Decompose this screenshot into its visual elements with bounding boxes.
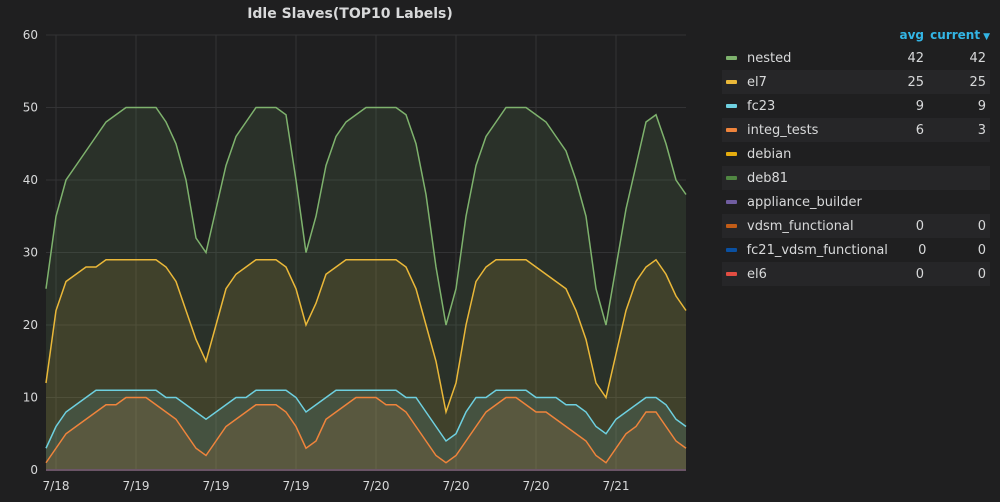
legend-item-name[interactable]: debian [747, 146, 792, 162]
legend-item-current: 25 [969, 74, 986, 90]
legend-item-current: 0 [977, 218, 986, 234]
legend-item-avg: 0 [915, 266, 924, 282]
legend-swatch-icon[interactable] [726, 104, 737, 108]
legend-item-nested[interactable]: nested 42 42 [722, 46, 990, 70]
legend-item-integ-tests[interactable]: integ_tests 6 3 [722, 118, 990, 142]
legend-item-avg: 9 [915, 98, 924, 114]
legend-item-name[interactable]: fc21_vdsm_functional [746, 242, 888, 258]
legend-item-avg: 42 [907, 50, 924, 66]
y-tick-label: 60 [23, 28, 38, 42]
legend-item-avg: 6 [915, 122, 924, 138]
x-tick-label: 7/21 [603, 479, 630, 493]
legend-header: avg current ▼ [722, 24, 990, 46]
legend-current-label: current [930, 28, 981, 42]
y-tick-label: 20 [23, 318, 38, 332]
x-tick-label: 7/19 [203, 479, 230, 493]
legend-swatch-icon[interactable] [726, 80, 737, 84]
legend-swatch-icon[interactable] [726, 128, 737, 132]
y-tick-label: 50 [23, 101, 38, 115]
series-area-fc23 [46, 390, 686, 470]
legend-item-avg: 0 [918, 242, 927, 258]
legend-swatch-icon[interactable] [726, 224, 737, 228]
x-tick-label: 7/20 [523, 479, 550, 493]
legend-item-name[interactable]: el7 [747, 74, 767, 90]
legend-item-debian[interactable]: debian [722, 142, 990, 166]
legend-avg-header[interactable]: avg [899, 28, 924, 42]
series-line-nested [45, 106, 687, 326]
legend-item-el6[interactable]: el6 0 0 [722, 262, 990, 286]
series-line-fc23 [45, 389, 687, 449]
y-tick-label: 30 [23, 246, 38, 260]
legend-item-name[interactable]: appliance_builder [747, 194, 862, 210]
y-tick-label: 0 [30, 463, 38, 477]
legend-swatch-icon[interactable] [726, 176, 737, 180]
legend-item-vdsm-functional[interactable]: vdsm_functional 0 0 [722, 214, 990, 238]
legend-item-fc21-vdsm-functional[interactable]: fc21_vdsm_functional 0 0 [722, 238, 990, 262]
legend-item-name[interactable]: nested [747, 50, 792, 66]
legend-swatch-icon[interactable] [726, 200, 737, 204]
x-tick-label: 7/20 [363, 479, 390, 493]
legend-item-avg: 0 [915, 218, 924, 234]
legend-item-fc23[interactable]: fc23 9 9 [722, 94, 990, 118]
y-tick-label: 10 [23, 391, 38, 405]
legend-item-appliance-builder[interactable]: appliance_builder [722, 190, 990, 214]
legend-swatch-icon[interactable] [726, 56, 737, 60]
series-line-integ-tests [45, 396, 687, 464]
legend-item-current: 9 [977, 98, 986, 114]
sort-caret-icon: ▼ [983, 32, 990, 42]
series-area-nested [46, 107, 686, 470]
series-line-el7 [45, 258, 687, 415]
legend-item-name[interactable]: el6 [747, 266, 767, 282]
legend-item-current: 42 [969, 50, 986, 66]
legend-item-current: 0 [977, 266, 986, 282]
x-tick-label: 7/18 [43, 479, 70, 493]
legend-item-avg: 25 [907, 74, 924, 90]
legend-swatch-icon[interactable] [726, 272, 737, 276]
legend-swatch-icon[interactable] [726, 248, 737, 252]
legend-item-name[interactable]: fc23 [747, 98, 776, 114]
x-tick-label: 7/20 [443, 479, 470, 493]
series-area-integ-tests [46, 397, 686, 470]
legend: avg current ▼ nested 42 42 el7 25 25 fc23 9 9 inte… [722, 24, 990, 286]
legend-item-current: 0 [977, 242, 986, 258]
legend-current-header[interactable]: current ▼ [924, 28, 990, 42]
legend-item-name[interactable]: deb81 [747, 170, 789, 186]
legend-rows: nested 42 42 el7 25 25 fc23 9 9 integ_tests 6 3 debi… [722, 46, 990, 286]
legend-item-el7[interactable]: el7 25 25 [722, 70, 990, 94]
x-tick-label: 7/19 [123, 479, 150, 493]
legend-item-current: 3 [977, 122, 986, 138]
legend-swatch-icon[interactable] [726, 152, 737, 156]
y-tick-label: 40 [23, 173, 38, 187]
legend-item-name[interactable]: integ_tests [747, 122, 819, 138]
legend-item-deb81[interactable]: deb81 [722, 166, 990, 190]
panel-title[interactable]: Idle Slaves(TOP10 Labels) [247, 6, 453, 22]
x-tick-label: 7/19 [283, 479, 310, 493]
chart-area: 0 10 20 30 40 50 60 7/18 7/19 7/19 7/19 7/20 7/20 7/2… [23, 28, 687, 493]
legend-item-name[interactable]: vdsm_functional [747, 218, 854, 234]
series-area-el7 [46, 259, 686, 470]
